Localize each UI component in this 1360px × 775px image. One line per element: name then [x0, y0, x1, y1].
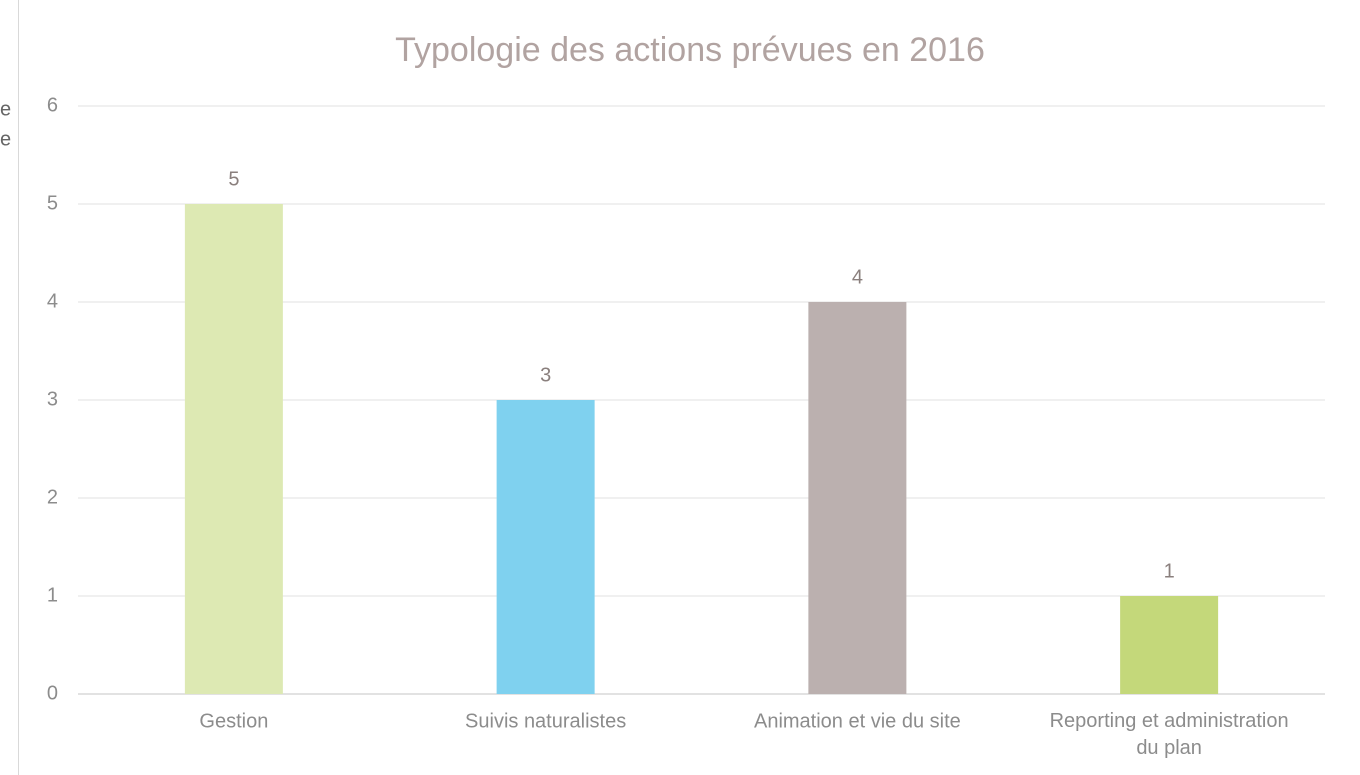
x-tick-label: Gestion: [199, 710, 268, 732]
data-label: 4: [852, 266, 863, 288]
y-tick-label: 2: [47, 486, 58, 508]
bar: [1120, 596, 1219, 694]
x-tick-label: Animation et vie du site: [754, 710, 961, 732]
bar: [184, 204, 283, 694]
chart-title: Typologie des actions prévues en 2016: [395, 31, 985, 69]
y-tick-label: 4: [47, 290, 58, 312]
x-tick-label: Reporting et administration du plan: [1050, 710, 1289, 759]
y-tick-label: 0: [47, 682, 58, 704]
y-tick-label: 3: [47, 388, 58, 410]
x-tick-label: Suivis naturalistes: [465, 710, 626, 732]
data-label: 3: [540, 364, 551, 386]
annotation: e: [0, 98, 11, 120]
bar: [808, 302, 907, 694]
data-label: 1: [1164, 560, 1175, 582]
bar: [496, 400, 595, 694]
y-tick-label: 5: [47, 192, 58, 214]
y-tick-label: 1: [47, 584, 58, 606]
annotation: e: [0, 128, 11, 150]
data-label: 5: [228, 168, 239, 190]
y-tick-label: 6: [47, 94, 58, 116]
